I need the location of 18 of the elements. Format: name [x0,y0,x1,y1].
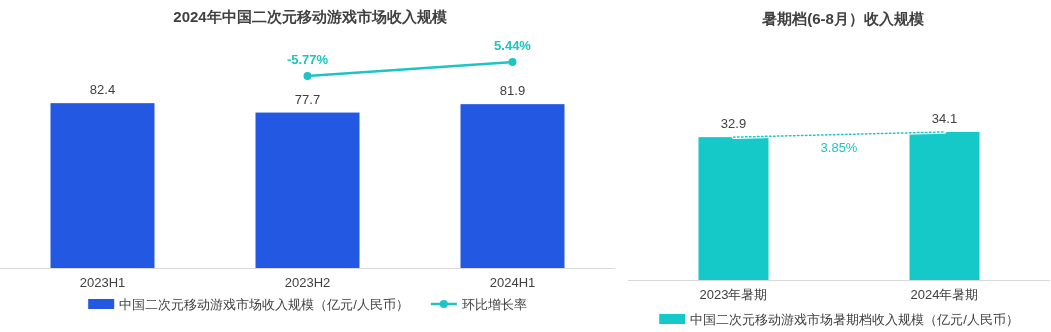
x-tick-label: 2023年暑期 [699,287,768,302]
x-tick-label: 2023H2 [284,275,331,290]
data-label: 82.4 [89,82,116,98]
chart-title: 2024年中国二次元移动游戏市场收入规模 [173,8,448,25]
legend-label: 环比增长率 [461,296,527,312]
annotation: 3.85% [820,139,858,155]
data-label: 81.9 [499,83,526,99]
data-label: 77.7 [294,91,321,107]
legend-label: 中国二次元移动游戏市场暑期档收入规模（亿元/人民币） [690,311,1019,327]
data-label: 34.1 [931,110,958,126]
legend-label: 中国二次元移动游戏市场收入规模（亿元/人民币） [119,296,409,312]
x-tick-label: 2024H1 [489,275,536,290]
x-tick-label: 2023H1 [79,275,126,290]
data-label: -5.77% [286,52,329,67]
x-tick-label: 2024年暑期 [910,287,979,302]
data-label: 5.44% [494,38,532,53]
chart-title: 暑期档(6-8月）收入规模 [761,10,925,27]
data-label: 32.9 [720,116,747,132]
